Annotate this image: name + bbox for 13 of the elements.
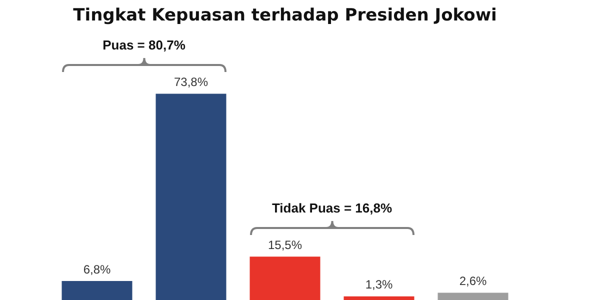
data-label: 73,8% [174,75,208,90]
bar [438,292,508,300]
bar [250,256,320,300]
chart-title: Tingkat Kepuasan terhadap Presiden Jokowi [73,6,497,26]
bar [62,280,132,300]
bar [344,296,414,300]
data-label: 15,5% [268,238,302,252]
text: Puas = 80,7% [102,38,186,53]
annotation: Tidak Puas = 16,8% [272,200,392,216]
data-label: 2,6% [459,274,487,288]
data-label: 6,8% [83,262,111,276]
data-label: 1,3% [365,278,393,292]
bar [156,94,226,300]
